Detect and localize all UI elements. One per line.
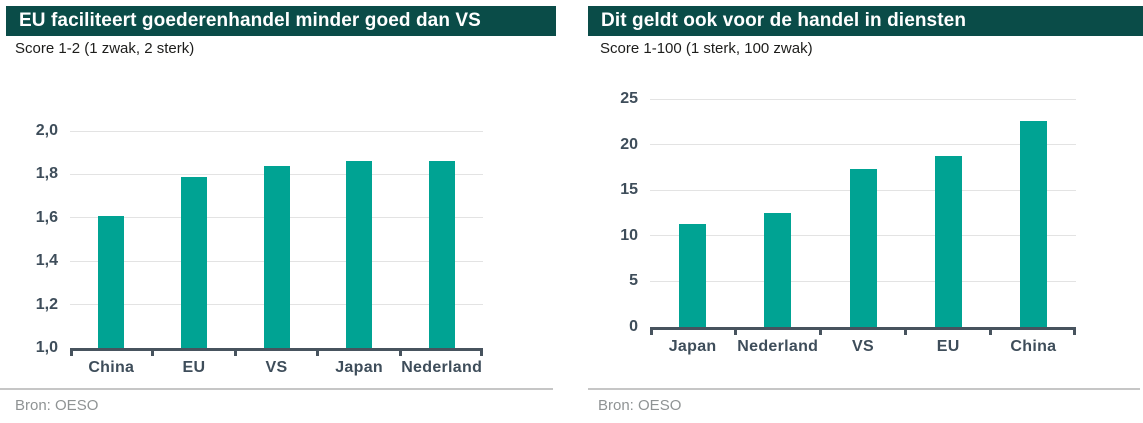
x-axis-tick (650, 330, 653, 335)
bar (346, 161, 373, 348)
bar (1019, 120, 1047, 327)
plot-area-left: 1,0 1,2 1,4 1,6 1,8 2,0 China EU VS Japan Nederlan… (36, 122, 483, 376)
y-axis-tick-label: 5 (629, 272, 638, 290)
y-axis-tick-label: 1,0 (35, 339, 58, 356)
source-divider-right (588, 388, 1140, 390)
chart-panel-left: EU faciliteert goederenhandel minder goe… (0, 0, 556, 423)
x-category-label: Nederland (401, 359, 483, 376)
chart-title-left: EU faciliteert goederenhandel minder goe… (6, 6, 556, 36)
x-axis-tick (398, 351, 402, 356)
source-label-right: Bron: OESO (598, 397, 682, 414)
y-axis-tick-label: 0 (629, 318, 638, 335)
x-category-label: VS (852, 338, 874, 355)
x-category-label: Nederland (737, 338, 819, 355)
x-axis-tick (151, 351, 155, 356)
x-axis-tick (733, 330, 737, 335)
x-axis-tick (904, 330, 908, 335)
y-axis-tick-label: 1,4 (35, 252, 58, 270)
plot-area-right: 0 5 10 15 20 25 Japan Nederland VS EU China (620, 90, 1076, 355)
x-axis-tick (316, 351, 320, 356)
gridline (70, 130, 483, 132)
y-axis-tick-label: 1,2 (35, 295, 58, 313)
x-axis-tick (1073, 330, 1076, 335)
y-axis-tick-label: 1,8 (35, 165, 58, 183)
x-category-label: China (1010, 338, 1057, 355)
gridline (650, 98, 1076, 100)
chart-panel-right: Dit geldt ook voor de handel in diensten… (588, 0, 1143, 423)
chart-subtitle-left: Score 1-2 (1 zwak, 2 sterk) (15, 40, 195, 57)
x-category-label: EU (182, 359, 206, 376)
x-category-label: Japan (668, 338, 717, 355)
x-axis-tick (818, 330, 822, 335)
source-label-left: Bron: OESO (15, 397, 99, 414)
chart-subtitle-right: Score 1-100 (1 sterk, 100 zwak) (600, 40, 813, 57)
x-axis-tick (233, 351, 237, 356)
x-axis-tick (70, 351, 73, 356)
bar (679, 223, 707, 327)
bar (98, 215, 125, 348)
y-axis-tick-label: 15 (620, 181, 638, 199)
y-axis-tick-label: 20 (620, 135, 638, 153)
x-category-label: Japan (335, 359, 383, 376)
x-category-label: EU (936, 338, 960, 355)
x-category-label: China (88, 359, 135, 376)
bar (764, 213, 792, 327)
x-axis-tick (480, 351, 483, 356)
x-axis-tick (989, 330, 993, 335)
bar (428, 161, 455, 348)
y-axis-tick-label: 2,0 (35, 122, 58, 139)
bar (180, 176, 207, 348)
gridline (650, 144, 1076, 146)
chart-title-right: Dit geldt ook voor de handel in diensten (588, 6, 1143, 36)
x-category-label: VS (265, 359, 288, 376)
bar (849, 169, 877, 327)
bar (263, 165, 290, 348)
y-axis-tick-label: 1,6 (35, 208, 58, 226)
y-axis-tick-label: 25 (620, 90, 638, 107)
y-axis-tick-label: 10 (620, 226, 638, 244)
bar (934, 155, 962, 327)
source-divider-left (0, 388, 553, 390)
